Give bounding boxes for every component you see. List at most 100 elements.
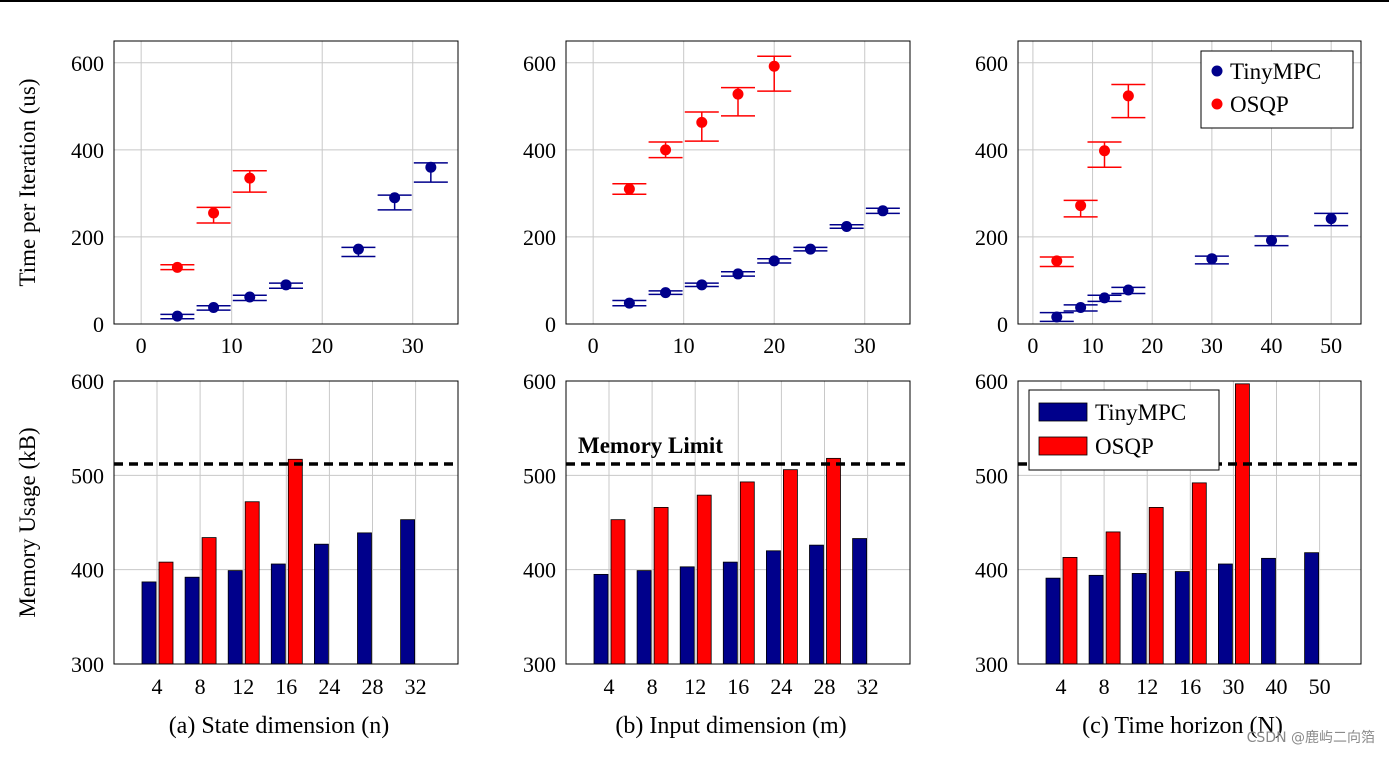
y-axis-label: Time per Iteration (us) xyxy=(15,78,40,286)
data-point xyxy=(1051,255,1063,267)
x-tick-label: 24 xyxy=(318,674,340,699)
x-tick-label: 20 xyxy=(311,333,333,358)
bar xyxy=(1131,573,1147,665)
top-rule xyxy=(0,0,1389,2)
bar xyxy=(696,494,712,665)
data-point xyxy=(804,243,816,255)
y-tick-label: 600 xyxy=(523,369,556,394)
y-tick-label: 300 xyxy=(71,652,104,677)
data-point xyxy=(244,291,256,303)
bar xyxy=(1045,577,1061,665)
x-tick-label: 30 xyxy=(1201,333,1223,358)
x-tick-label: 40 xyxy=(1261,333,1283,358)
bar xyxy=(852,538,867,665)
data-point xyxy=(1051,311,1063,323)
data-point xyxy=(208,207,220,219)
data-point xyxy=(732,268,744,280)
x-tick-label: 16 xyxy=(727,674,749,699)
bar xyxy=(313,543,329,665)
y-tick-label: 400 xyxy=(523,138,556,163)
data-point xyxy=(352,243,364,255)
data-point xyxy=(877,205,889,217)
y-tick-label: 400 xyxy=(71,558,104,583)
data-point xyxy=(696,116,708,128)
data-point xyxy=(623,297,635,309)
bar xyxy=(1218,563,1233,665)
data-point xyxy=(1122,90,1134,102)
bar xyxy=(227,570,243,665)
x-tick-label: 4 xyxy=(604,674,615,699)
x-tick-label: 30 xyxy=(1222,674,1244,699)
bar xyxy=(783,469,798,665)
y-tick-label: 500 xyxy=(975,463,1008,488)
x-tick-label: 16 xyxy=(275,674,297,699)
data-point xyxy=(660,287,672,299)
bar xyxy=(766,550,781,665)
y-tick-label: 300 xyxy=(523,652,556,677)
bar xyxy=(679,566,695,665)
y-tick-label: 600 xyxy=(71,51,104,76)
data-point xyxy=(1325,213,1337,225)
x-tick-label: 4 xyxy=(1056,674,1067,699)
x-axis-caption: (a) State dimension (n) xyxy=(169,713,390,739)
data-point xyxy=(1075,200,1087,212)
x-tick-label: 10 xyxy=(221,333,243,358)
y-axis-label: Memory Usage (kB) xyxy=(15,427,40,617)
data-point xyxy=(1075,301,1087,313)
bar xyxy=(593,573,609,665)
bar xyxy=(244,501,260,665)
legend-label: OSQP xyxy=(1095,434,1154,459)
bar xyxy=(357,532,372,665)
x-tick-label: 20 xyxy=(763,333,785,358)
x-tick-label: 12 xyxy=(684,674,706,699)
x-tick-label: 12 xyxy=(232,674,254,699)
y-tick-label: 400 xyxy=(523,558,556,583)
y-tick-label: 200 xyxy=(523,225,556,250)
y-tick-label: 500 xyxy=(523,463,556,488)
bar xyxy=(270,563,286,665)
data-point xyxy=(660,144,672,156)
data-point xyxy=(768,255,780,267)
legend-swatch xyxy=(1038,436,1088,456)
bar xyxy=(1105,531,1121,665)
data-point xyxy=(841,220,853,232)
y-tick-label: 400 xyxy=(975,558,1008,583)
bar xyxy=(653,507,669,665)
x-tick-label: 10 xyxy=(673,333,695,358)
y-tick-label: 0 xyxy=(545,312,556,337)
x-tick-label: 30 xyxy=(854,333,876,358)
mem-state-frame xyxy=(113,380,459,665)
x-tick-label: 12 xyxy=(1136,674,1158,699)
data-point xyxy=(244,172,256,184)
x-tick-label: 8 xyxy=(1099,674,1110,699)
x-axis-caption: (b) Input dimension (m) xyxy=(615,713,846,739)
x-tick-label: 50 xyxy=(1320,333,1342,358)
data-point xyxy=(1122,284,1134,296)
data-point xyxy=(1206,253,1218,265)
data-point xyxy=(1266,234,1278,246)
x-tick-label: 32 xyxy=(405,674,427,699)
y-tick-label: 600 xyxy=(71,369,104,394)
y-tick-label: 0 xyxy=(997,312,1008,337)
x-tick-label: 0 xyxy=(1027,333,1038,358)
x-tick-label: 10 xyxy=(1082,333,1104,358)
bar xyxy=(610,519,626,665)
bar xyxy=(141,581,157,665)
bar xyxy=(1088,574,1104,665)
data-point xyxy=(732,88,744,100)
bar xyxy=(287,458,303,665)
x-tick-label: 24 xyxy=(770,674,792,699)
bar xyxy=(1148,507,1164,665)
bar xyxy=(739,481,755,665)
bar xyxy=(722,561,738,665)
y-tick-label: 400 xyxy=(975,138,1008,163)
data-point xyxy=(208,301,220,313)
legend-label: TinyMPC xyxy=(1095,400,1186,425)
time-horizon-frame xyxy=(1017,40,1362,325)
legend-label: TinyMPC xyxy=(1230,59,1321,84)
x-tick-label: 28 xyxy=(362,674,384,699)
bar xyxy=(1062,557,1078,665)
x-tick-label: 28 xyxy=(814,674,836,699)
mem-horizon-frame xyxy=(1017,380,1362,665)
memory-limit-annotation: Memory Limit xyxy=(578,433,723,458)
